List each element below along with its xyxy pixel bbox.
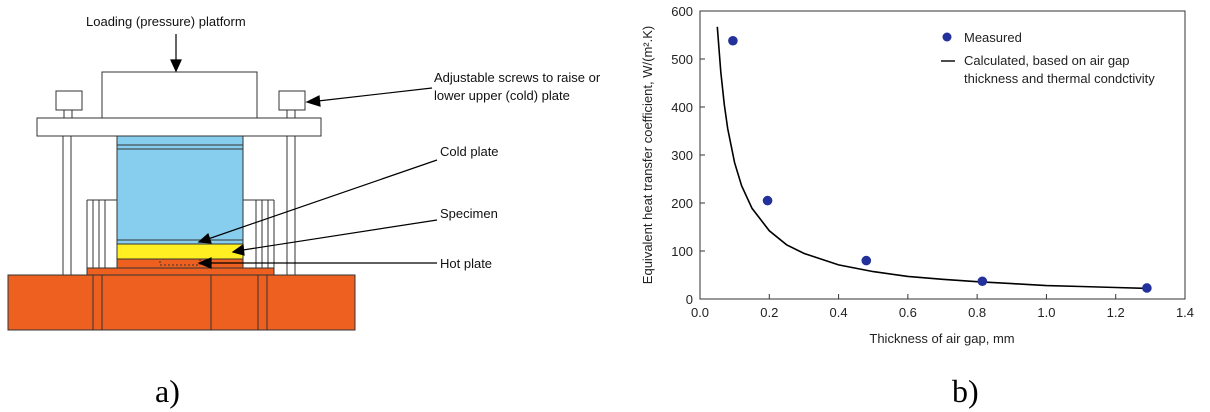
legend-measured-marker [942,32,952,42]
x-tick-label: 1.2 [1107,305,1125,320]
measured-point [1142,283,1152,293]
panel-b-caption: b) [952,373,979,409]
legend-calculated-label-line1: Calculated, based on air gap [964,53,1130,68]
loading-arrowhead [170,59,182,73]
y-tick-label: 300 [671,148,693,163]
y-tick-label: 400 [671,100,693,115]
legend: Measured Calculated, based on air gap th… [941,30,1155,86]
right-post [286,135,296,276]
measured-point [861,255,872,266]
panel-a-caption: a) [155,373,180,409]
right-screw-stem [286,109,296,119]
right-screw-head [278,90,306,111]
screws-arrow [317,87,433,102]
left-screw-head [55,90,83,111]
y-tick-label: 200 [671,196,693,211]
top-crossbar [36,117,322,137]
cold-plate [116,135,244,245]
hot-plate-flange [86,267,275,276]
specimen [116,243,244,260]
loading-platform [101,71,258,119]
hot-plate-core [159,258,201,266]
x-tick-label: 0.0 [691,305,709,320]
heat-transfer-chart: 0.0 0.2 0.4 0.6 0.8 1.0 1.2 1.4 0 100 200 300 400 50… [640,4,1194,346]
x-tick-label: 0.6 [899,305,917,320]
x-axis-ticks: 0.0 0.2 0.4 0.6 0.8 1.0 1.2 1.4 [691,294,1194,320]
left-screw-stem [63,109,73,119]
annotation-arrows [170,34,438,269]
x-tick-label: 0.8 [968,305,986,320]
x-tick-label: 1.0 [1037,305,1055,320]
specimen-arrowhead [231,243,245,256]
apparatus-schematic [7,71,356,331]
cold-plate-arrow [207,159,438,240]
measured-point [977,276,988,287]
y-axis-ticks: 0 100 200 300 400 500 600 [671,4,705,307]
cold-plate-arrowhead [197,232,212,244]
measured-series-points [728,35,1152,293]
x-tick-label: 1.4 [1176,305,1194,320]
screws-label-line2: lower upper (cold) plate [434,88,570,103]
measured-point [728,35,738,46]
x-tick-label: 0.2 [760,305,778,320]
base-block [7,274,356,331]
screws-label-line1: Adjustable screws to raise or [434,70,601,85]
loading-platform-label: Loading (pressure) platform [86,14,246,29]
hot-plate-label: Hot plate [440,256,492,271]
y-axis-label: Equivalent heat transfer coefficient, W/… [640,26,655,284]
y-tick-label: 0 [686,292,693,307]
hot-plate-arrowhead [197,257,212,269]
y-tick-label: 600 [671,4,693,19]
measured-point [762,195,773,206]
specimen-arrow [242,219,438,251]
specimen-label: Specimen [440,206,498,221]
x-tick-label: 0.4 [830,305,848,320]
legend-calculated-label-line2: thickness and thermal condctivity [964,71,1155,86]
calculated-series-line [716,26,1147,290]
legend-measured-label: Measured [964,30,1022,45]
left-post [62,135,72,276]
screws-arrowhead [305,95,321,107]
x-axis-label: Thickness of air gap, mm [869,331,1014,346]
cold-plate-label: Cold plate [440,144,499,159]
y-tick-label: 500 [671,52,693,67]
y-tick-label: 100 [671,244,693,259]
